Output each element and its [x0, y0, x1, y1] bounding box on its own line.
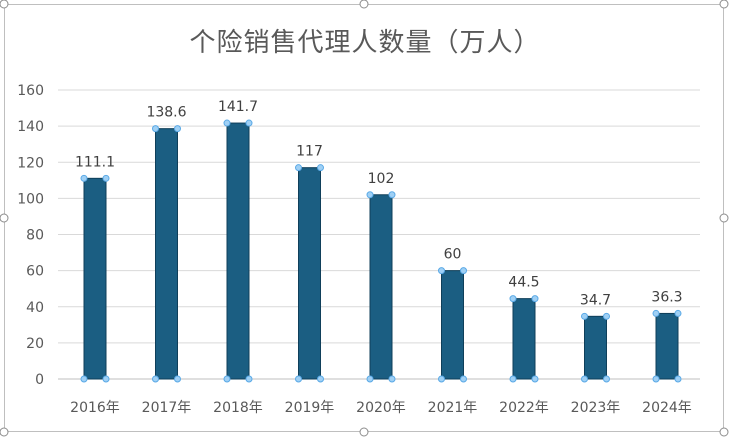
data-label: 34.7 [580, 292, 611, 308]
y-tick-label: 60 [26, 264, 44, 280]
bar-selection-handle[interactable] [460, 267, 467, 275]
x-tick-label: 2020年 [356, 400, 406, 416]
y-tick-label: 40 [26, 300, 44, 316]
y-tick-label: 0 [35, 372, 44, 388]
chart-resize-handle[interactable] [0, 427, 9, 437]
bar-selection-handle[interactable] [581, 375, 588, 383]
data-label: 60 [444, 247, 462, 263]
chart-title: 个险销售代理人数量（万人） [189, 28, 541, 58]
chart-resize-handle[interactable] [0, 213, 9, 223]
bar-selection-handle[interactable] [102, 375, 110, 383]
bar[interactable] [655, 312, 679, 380]
x-tick-label: 2024年 [642, 400, 692, 416]
bar-selection-handle[interactable] [438, 267, 445, 275]
bar-selection-handle[interactable] [317, 164, 324, 172]
chart-resize-handle[interactable] [719, 0, 729, 9]
y-tick-label: 100 [17, 191, 44, 207]
bar-selection-handle[interactable] [317, 375, 324, 383]
bar-selection-handle[interactable] [460, 375, 467, 383]
data-label: 117 [296, 144, 323, 160]
bar-selection-handle[interactable] [366, 375, 374, 383]
bar-selection-handle[interactable] [509, 375, 517, 383]
bar[interactable] [155, 128, 178, 380]
x-tick-label: 2016年 [70, 400, 120, 416]
x-tick-label: 2019年 [285, 400, 335, 416]
x-tick-label: 2017年 [142, 400, 192, 416]
data-label: 141.7 [218, 99, 258, 115]
bar-selection-handle[interactable] [674, 309, 682, 317]
bar-selection-handle[interactable] [152, 125, 159, 133]
bar-selection-handle[interactable] [245, 375, 253, 383]
bar-selection-handle[interactable] [674, 375, 682, 383]
bar-selection-handle[interactable] [388, 191, 396, 199]
bar-selection-handle[interactable] [581, 312, 588, 320]
bar-selection-handle[interactable] [174, 375, 181, 383]
chart-resize-handle[interactable] [0, 0, 9, 9]
bar[interactable] [226, 122, 250, 380]
bar-selection-handle[interactable] [531, 295, 539, 303]
bar-selection-handle[interactable] [388, 375, 396, 383]
bar[interactable] [369, 194, 393, 380]
bar-selection-handle[interactable] [531, 375, 539, 383]
bar-selection-handle[interactable] [509, 295, 517, 303]
x-tick-label: 2018年 [213, 400, 263, 416]
bar-selection-handle[interactable] [245, 119, 253, 127]
bar-selection-handle[interactable] [80, 174, 88, 182]
bar-selection-handle[interactable] [152, 375, 159, 383]
bar-selection-handle[interactable] [295, 164, 302, 172]
data-label: 102 [368, 171, 395, 187]
bar[interactable] [584, 315, 607, 380]
chart-resize-handle[interactable] [359, 0, 369, 9]
data-label: 44.5 [508, 275, 539, 291]
chart-resize-handle[interactable] [359, 427, 369, 437]
bar-selection-handle[interactable] [80, 375, 88, 383]
bar-selection-handle[interactable] [366, 191, 374, 199]
data-label: 138.6 [146, 105, 186, 121]
bar-selection-handle[interactable] [223, 375, 231, 383]
data-label: 36.3 [651, 289, 682, 305]
x-tick-label: 2022年 [499, 400, 549, 416]
y-tick-label: 120 [17, 155, 44, 171]
bar[interactable] [441, 270, 464, 380]
y-tick-label: 20 [26, 336, 44, 352]
bar-selection-handle[interactable] [223, 119, 231, 127]
data-label: 111.1 [75, 154, 115, 170]
bar-selection-handle[interactable] [174, 125, 181, 133]
bar-selection-handle[interactable] [603, 312, 610, 320]
bar-selection-handle[interactable] [295, 375, 302, 383]
bar-selection-handle[interactable] [652, 375, 660, 383]
y-tick-label: 160 [17, 83, 44, 99]
bar[interactable] [298, 167, 321, 380]
x-tick-label: 2023年 [571, 400, 621, 416]
x-tick-label: 2021年 [428, 400, 478, 416]
bar[interactable] [512, 298, 536, 380]
y-tick-label: 140 [17, 119, 44, 135]
bar-selection-handle[interactable] [102, 174, 110, 182]
bar-selection-handle[interactable] [603, 375, 610, 383]
chart-resize-handle[interactable] [719, 427, 729, 437]
bar-selection-handle[interactable] [438, 375, 445, 383]
chart-resize-handle[interactable] [719, 213, 729, 223]
bar-selection-handle[interactable] [652, 309, 660, 317]
bar[interactable] [83, 177, 107, 380]
y-tick-label: 80 [26, 228, 44, 244]
